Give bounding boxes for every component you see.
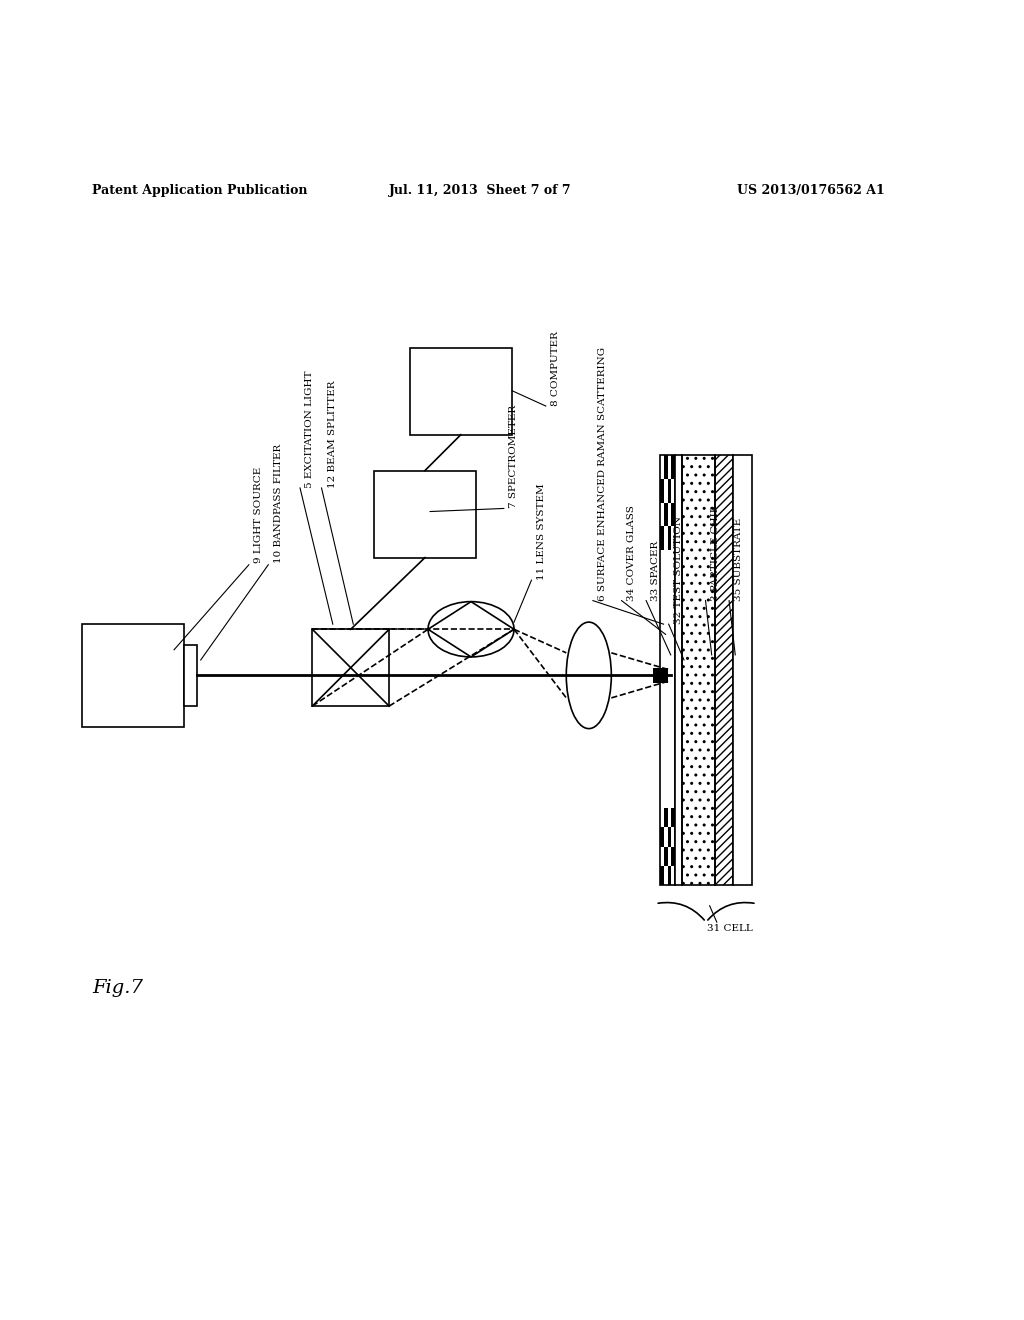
Bar <box>672 503 675 527</box>
Text: 6 SURFACE ENHANCED RAMAN SCATTERING: 6 SURFACE ENHANCED RAMAN SCATTERING <box>598 346 607 601</box>
Bar <box>660 527 664 550</box>
Text: 8 COMPUTER: 8 COMPUTER <box>551 331 560 407</box>
Bar <box>672 846 675 866</box>
Bar <box>682 455 715 886</box>
Bar <box>715 455 733 886</box>
Text: US 2013/0176562 A1: US 2013/0176562 A1 <box>737 183 885 197</box>
Bar <box>660 455 675 886</box>
Text: 34 COVER GLASS: 34 COVER GLASS <box>627 504 636 601</box>
Bar <box>660 479 664 503</box>
Text: Patent Application Publication: Patent Application Publication <box>92 183 307 197</box>
Bar <box>410 347 512 434</box>
Text: 3 PARTICLE CHIP: 3 PARTICLE CHIP <box>711 506 720 601</box>
Ellipse shape <box>428 602 514 657</box>
Bar <box>660 828 664 846</box>
Text: 9 LIGHT SOURCE: 9 LIGHT SOURCE <box>254 466 263 562</box>
Bar <box>664 808 668 828</box>
Text: Jul. 11, 2013  Sheet 7 of 7: Jul. 11, 2013 Sheet 7 of 7 <box>389 183 571 197</box>
Text: 5 EXCITATION LIGHT: 5 EXCITATION LIGHT <box>305 371 314 488</box>
Bar <box>733 455 752 886</box>
Text: Fig.7: Fig.7 <box>92 979 143 997</box>
Bar <box>668 828 672 846</box>
Bar <box>672 455 675 479</box>
Bar <box>675 455 682 886</box>
Text: 11 LENS SYSTEM: 11 LENS SYSTEM <box>537 483 546 579</box>
Bar <box>660 866 664 886</box>
Bar <box>668 479 672 503</box>
Text: 10 BANDPASS FILTER: 10 BANDPASS FILTER <box>274 444 284 562</box>
Text: 33 SPACER: 33 SPACER <box>651 540 660 601</box>
Bar <box>664 503 668 527</box>
Text: 31 CELL: 31 CELL <box>708 924 753 933</box>
Bar <box>664 455 668 479</box>
Text: 12 BEAM SPLITTER: 12 BEAM SPLITTER <box>328 380 337 488</box>
Bar <box>668 527 672 550</box>
Text: 7 SPECTROMETER: 7 SPECTROMETER <box>509 405 518 508</box>
Bar <box>184 644 197 706</box>
Bar <box>374 470 476 557</box>
Bar <box>664 846 668 866</box>
Bar <box>672 808 675 828</box>
Ellipse shape <box>566 622 611 729</box>
Bar <box>668 866 672 886</box>
Bar <box>82 624 184 726</box>
Text: 32 TEST SOLUTION: 32 TEST SOLUTION <box>674 516 683 624</box>
Bar <box>653 668 668 682</box>
Text: 35 SUBSTRATE: 35 SUBSTRATE <box>734 517 743 601</box>
Bar <box>312 630 389 706</box>
